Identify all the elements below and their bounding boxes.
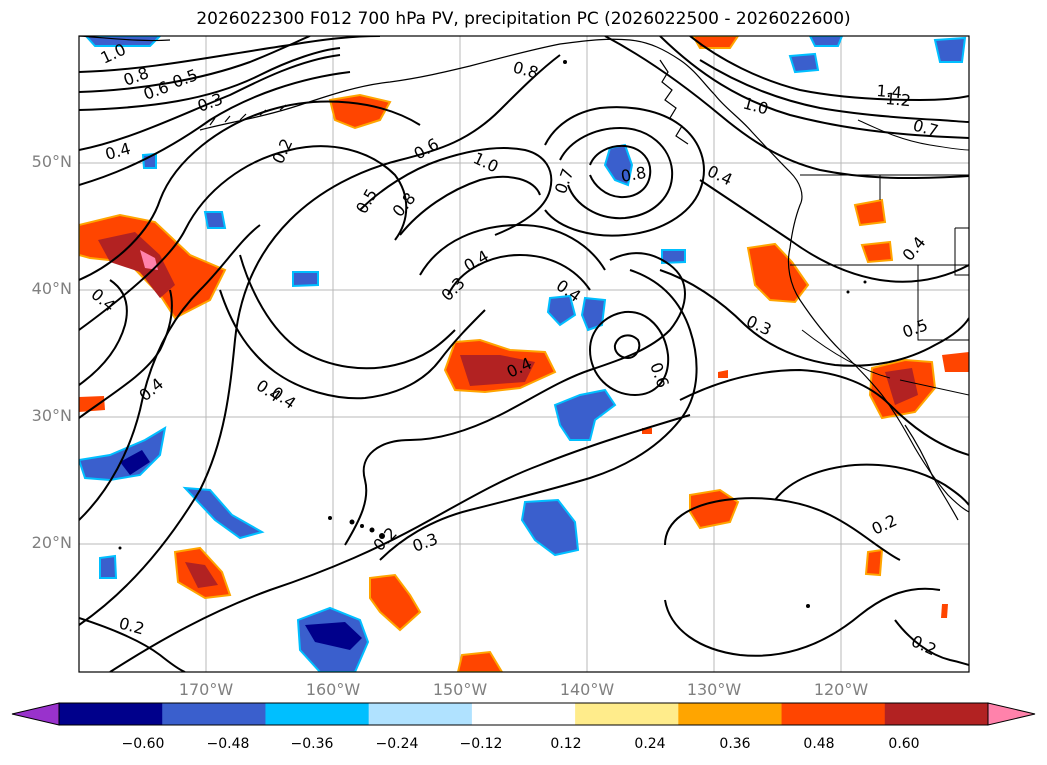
lat-label-30n: 30°N <box>31 406 72 425</box>
chart-title: 2026022300 F012 700 hPa PV, precipitatio… <box>196 9 851 29</box>
colorbar-tick: 0.60 <box>888 736 920 752</box>
colorbar-tick: 0.12 <box>550 736 582 752</box>
coastlines <box>79 36 969 521</box>
precip-positive <box>79 36 969 672</box>
lon-label-150w: 150°W <box>432 680 488 699</box>
contour-label: 1.4 <box>876 81 903 102</box>
colorbar-segment <box>678 703 783 725</box>
colorbar-tick: 0.48 <box>803 736 835 752</box>
lon-label-170w: 170°W <box>178 680 234 699</box>
borders <box>790 119 969 396</box>
colorbar-tick: −0.12 <box>459 736 503 752</box>
colorbar-tick: −0.60 <box>121 736 165 752</box>
colorbar-segment <box>59 703 163 725</box>
colorbar-tick: 0.36 <box>719 736 751 752</box>
lon-label-160w: 160°W <box>305 680 361 699</box>
colorbar-segment <box>575 703 679 725</box>
contour-label: 1.2 <box>885 89 912 110</box>
contour-label: 0.8 <box>619 163 647 186</box>
colorbar-frame <box>58 702 989 726</box>
lon-label-120w: 120°W <box>813 680 869 699</box>
colorbar-segment <box>471 703 576 725</box>
colorbar-segment <box>162 703 266 725</box>
colorbar-extend-low <box>11 702 60 726</box>
precip-negative <box>79 36 967 672</box>
lon-label-140w: 140°W <box>559 680 615 699</box>
colorbar-segments <box>59 703 989 725</box>
colorbar-segment <box>368 703 473 725</box>
colorbar-segment <box>884 703 989 725</box>
colorbar-tick: 0.24 <box>634 736 666 752</box>
islands <box>118 60 867 608</box>
lat-label-50n: 50°N <box>31 152 72 171</box>
pv-contours <box>79 36 969 672</box>
colorbar-extend-high <box>987 702 1036 726</box>
lat-label-40n: 40°N <box>31 279 72 298</box>
colorbar-tick: −0.48 <box>206 736 250 752</box>
colorbar-segment <box>781 703 886 725</box>
colorbar-tick: −0.36 <box>290 736 334 752</box>
colorbar-segment <box>265 703 370 725</box>
lon-label-130w: 130°W <box>686 680 742 699</box>
map-plot: 1.0 0.8 0.6 0.5 0.3 0.2 0.4 0.5 0.8 0.6 … <box>78 35 970 673</box>
colorbar-tick: −0.24 <box>375 736 419 752</box>
lat-label-20n: 20°N <box>31 533 72 552</box>
colorbar <box>11 702 1036 726</box>
map-frame <box>78 35 970 673</box>
